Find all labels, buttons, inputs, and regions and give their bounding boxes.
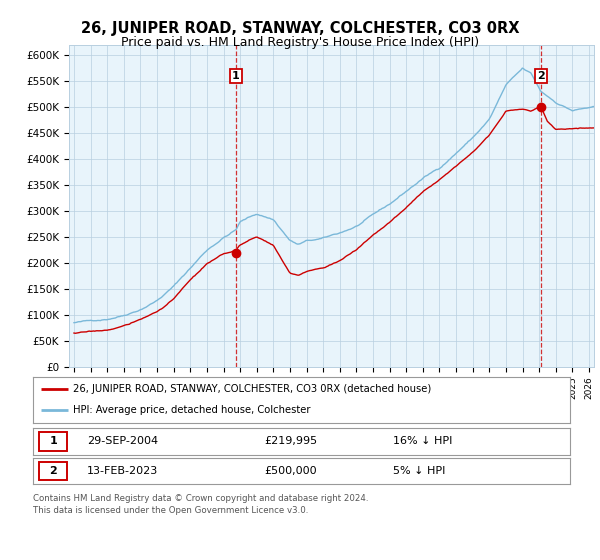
Text: 26, JUNIPER ROAD, STANWAY, COLCHESTER, CO3 0RX (detached house): 26, JUNIPER ROAD, STANWAY, COLCHESTER, C… [73, 384, 431, 394]
Text: 13-FEB-2023: 13-FEB-2023 [87, 466, 158, 476]
Text: 1: 1 [50, 436, 57, 446]
Text: £500,000: £500,000 [264, 466, 317, 476]
FancyBboxPatch shape [40, 432, 67, 451]
Text: HPI: Average price, detached house, Colchester: HPI: Average price, detached house, Colc… [73, 405, 311, 416]
Text: 1: 1 [232, 71, 240, 81]
FancyBboxPatch shape [40, 461, 67, 480]
Text: Price paid vs. HM Land Registry's House Price Index (HPI): Price paid vs. HM Land Registry's House … [121, 36, 479, 49]
Text: 16% ↓ HPI: 16% ↓ HPI [393, 436, 452, 446]
Text: 26, JUNIPER ROAD, STANWAY, COLCHESTER, CO3 0RX: 26, JUNIPER ROAD, STANWAY, COLCHESTER, C… [81, 21, 519, 36]
Text: Contains HM Land Registry data © Crown copyright and database right 2024.: Contains HM Land Registry data © Crown c… [33, 494, 368, 503]
Text: 2: 2 [537, 71, 545, 81]
Text: 5% ↓ HPI: 5% ↓ HPI [393, 466, 445, 476]
Text: This data is licensed under the Open Government Licence v3.0.: This data is licensed under the Open Gov… [33, 506, 308, 515]
Text: 29-SEP-2004: 29-SEP-2004 [87, 436, 158, 446]
Text: £219,995: £219,995 [264, 436, 317, 446]
Text: 2: 2 [50, 466, 57, 476]
